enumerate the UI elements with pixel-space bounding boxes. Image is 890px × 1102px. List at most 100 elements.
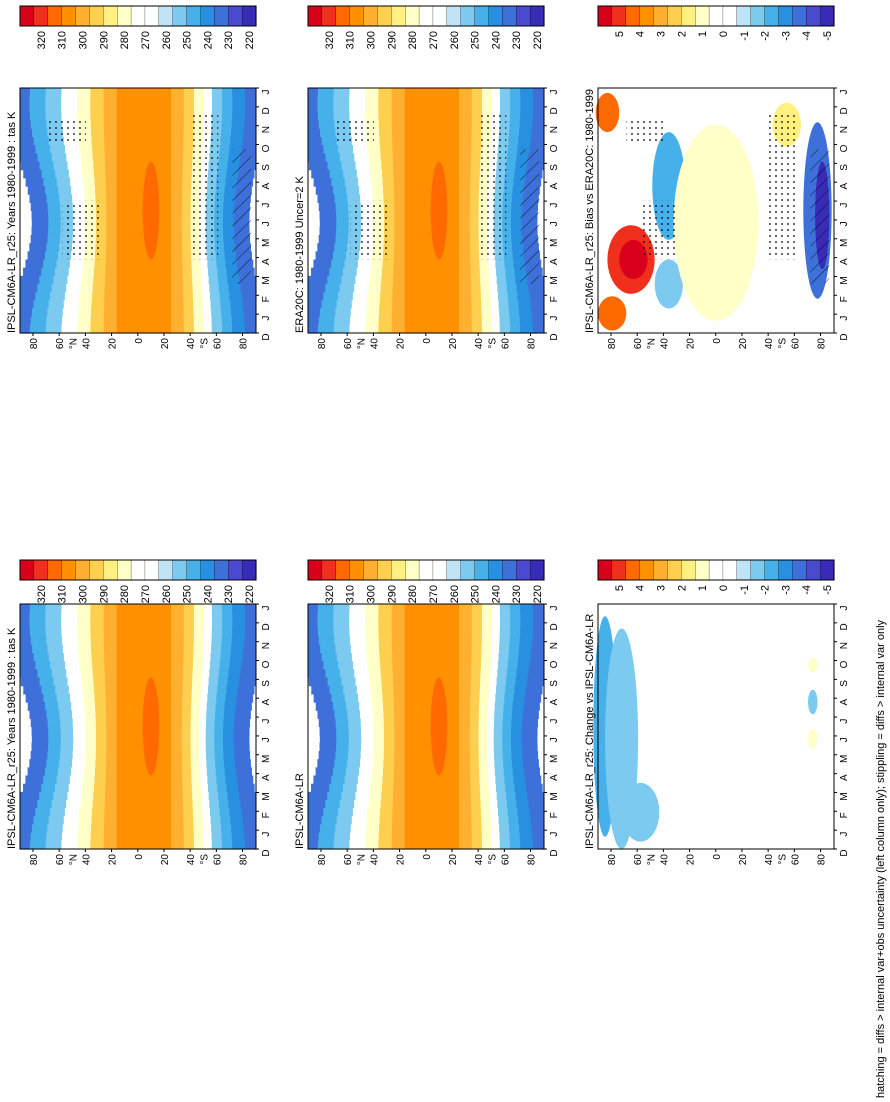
- heatmap-cell: [331, 177, 346, 187]
- heatmap-cell: [60, 734, 74, 744]
- heatmap-cell: [77, 832, 92, 842]
- heatmap-cell: [346, 767, 360, 777]
- heatmap-cell: [489, 791, 498, 801]
- heatmap-cell: [532, 88, 545, 97]
- heatmap-cell: [459, 742, 471, 752]
- heatmap-cell: [470, 775, 480, 785]
- colorbar-tick-label: 4: [635, 31, 647, 37]
- heatmap-cell: [394, 751, 406, 760]
- heatmap-cell: [77, 104, 91, 114]
- heatmap-cell: [481, 628, 493, 638]
- heatmap-cell: [393, 702, 406, 711]
- heatmap-cell: [233, 726, 250, 736]
- heatmap-cell: [369, 161, 382, 171]
- month-tick-label: A: [839, 774, 850, 781]
- heatmap-cell: [77, 88, 91, 97]
- heatmap-cell: [503, 186, 514, 195]
- heatmap-cell: [210, 816, 221, 826]
- heatmap-cell: [201, 685, 209, 695]
- colorbar-tick-label: -4: [801, 31, 813, 41]
- heatmap-cell: [480, 275, 491, 285]
- heatmap-cell: [209, 292, 221, 301]
- heatmap-cell: [384, 734, 395, 744]
- month-tick-label: M: [549, 239, 560, 247]
- heatmap-cell: [317, 604, 335, 613]
- heatmap-cell: [29, 104, 46, 114]
- heatmap-cell: [221, 824, 232, 834]
- heatmap-cell: [334, 194, 348, 203]
- heatmap-cell: [171, 767, 183, 777]
- heatmap-cell: [383, 751, 395, 760]
- heatmap-cell: [507, 292, 518, 301]
- heatmap-cell: [240, 800, 257, 809]
- heatmap-cell: [492, 88, 501, 97]
- anomaly-blob: [808, 689, 818, 715]
- heatmap-cell: [459, 316, 473, 326]
- heatmap-cell: [77, 112, 91, 122]
- heatmap-cell: [214, 726, 224, 736]
- heatmap-cell: [205, 734, 215, 744]
- heatmap-cell: [91, 824, 105, 834]
- heatmap-cell: [200, 259, 208, 269]
- heatmap-cell: [45, 104, 62, 114]
- colorbar-tick-label: 230: [223, 31, 235, 49]
- heatmap-cell: [83, 177, 96, 187]
- heatmap-cell: [116, 112, 172, 122]
- month-tick-label: A: [549, 699, 560, 706]
- heatmap-cell: [92, 145, 105, 154]
- heatmap-cell: [471, 628, 483, 638]
- heatmap-cell: [20, 824, 33, 834]
- heatmap-cell: [308, 620, 318, 630]
- heatmap-cell: [207, 693, 217, 703]
- month-tick-label: M: [549, 755, 560, 763]
- heatmap-cell: [382, 767, 395, 777]
- heatmap-cell: [182, 710, 192, 719]
- heatmap-cell: [116, 251, 172, 261]
- heatmap-cell: [234, 759, 251, 768]
- heatmap-cell: [520, 620, 534, 630]
- heatmap-cell: [368, 800, 382, 809]
- heatmap-cell: [404, 324, 460, 334]
- heatmap-cell: [78, 644, 92, 654]
- lat-tick-label: 80: [239, 338, 250, 350]
- colorbar-swatch: [172, 559, 188, 581]
- month-tick-label: J: [549, 832, 560, 837]
- colorbar-tick-label: 250: [470, 31, 482, 49]
- heatmap-cell: [23, 783, 42, 793]
- heatmap-cell: [519, 128, 533, 138]
- heatmap-cell: [383, 194, 395, 203]
- heatmap-cell: [509, 112, 521, 122]
- heatmap-cell: [116, 96, 172, 105]
- heatmap-cell: [20, 112, 31, 122]
- heatmap-cell: [199, 718, 207, 728]
- heatmap-cell: [218, 153, 229, 163]
- heatmap-cell: [404, 685, 460, 695]
- heatmap-cell: [94, 767, 107, 777]
- hemi-label-s: °S: [199, 338, 210, 349]
- heatmap-cell: [497, 284, 508, 293]
- heatmap-cell: [46, 710, 60, 719]
- heatmap-cell: [459, 226, 471, 236]
- heatmap-cell: [503, 243, 513, 252]
- heatmap-cell: [48, 734, 62, 744]
- heatmap-cell: [367, 808, 381, 817]
- heatmap-cell: [59, 194, 73, 203]
- heatmap-cell: [509, 840, 521, 850]
- heatmap-cell: [348, 726, 362, 736]
- heatmap-cell: [325, 153, 341, 163]
- heatmap-cell: [317, 612, 334, 621]
- heatmap-cell: [71, 186, 85, 195]
- month-tick-label: M: [839, 755, 850, 763]
- heatmap-cell: [308, 300, 322, 310]
- heatmap-cell: [106, 202, 118, 212]
- month-tick-label: O: [549, 660, 560, 668]
- heatmap-cell: [67, 275, 83, 285]
- heatmap-cell: [308, 661, 324, 670]
- anomaly-blob: [595, 92, 620, 133]
- heatmap-cell: [45, 96, 62, 105]
- heatmap-cell: [242, 816, 257, 826]
- heatmap-cell: [191, 685, 202, 695]
- colorbar-tick-label: -4: [801, 585, 813, 595]
- heatmap-cell: [116, 161, 172, 171]
- heatmap-cell: [182, 194, 192, 203]
